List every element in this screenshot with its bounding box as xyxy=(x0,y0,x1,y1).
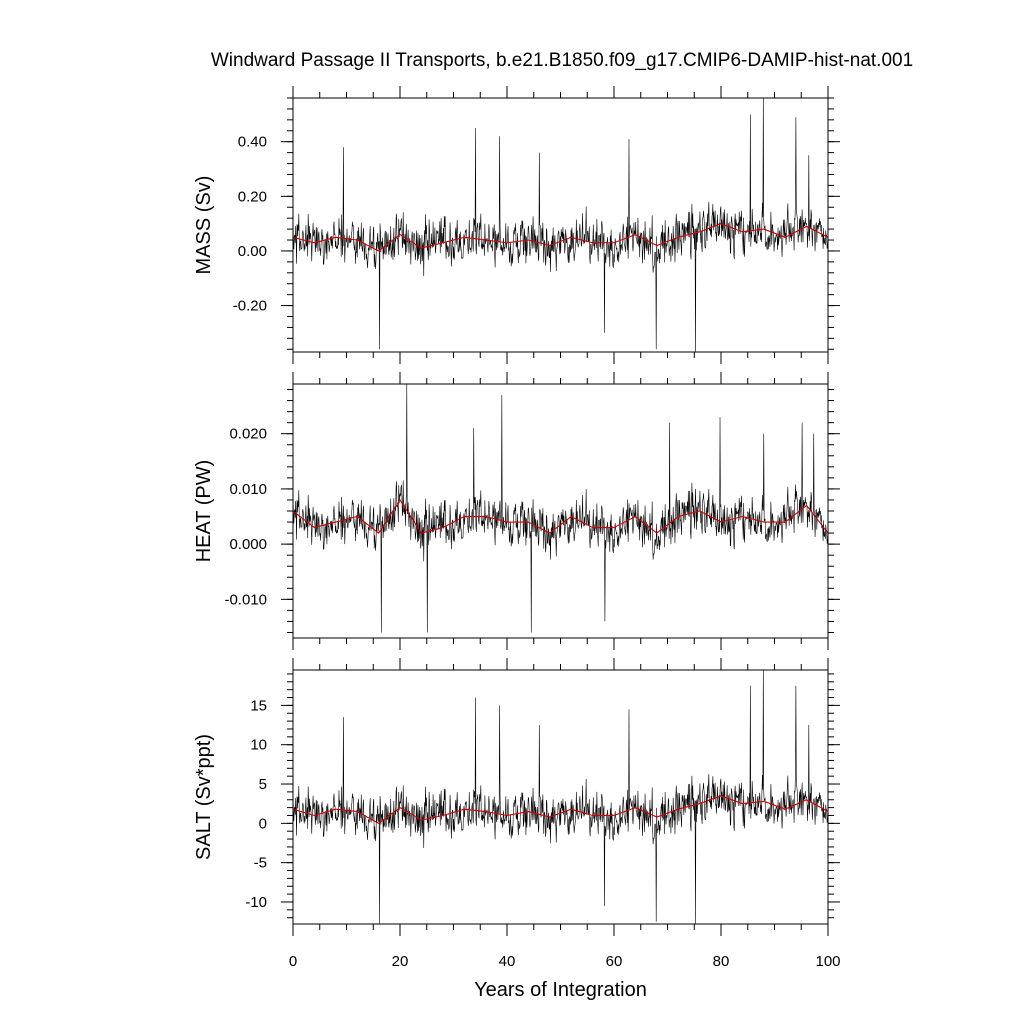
y-tick-label: 15 xyxy=(250,697,267,714)
x-axis-title: Years of Integration xyxy=(474,979,647,1001)
y-tick-label: 0.010 xyxy=(229,481,267,498)
series-raw-salt xyxy=(293,670,828,924)
x-tick-label: 0 xyxy=(289,953,297,970)
y-tick-label: -5 xyxy=(254,855,267,872)
series-raw-heat xyxy=(293,384,828,633)
x-tick-label: 60 xyxy=(606,953,623,970)
y-tick-label: 0.40 xyxy=(238,134,267,151)
y-tick-label: 5 xyxy=(259,776,267,793)
y-tick-label: 0.20 xyxy=(238,188,267,205)
panel-heat: -0.010 0.000 0.010 0.020 HEAT (PW) xyxy=(193,372,840,650)
y-tick-label: 0.00 xyxy=(238,243,267,260)
series-raw-mass xyxy=(293,98,828,352)
y-tick-label: -10 xyxy=(245,894,267,911)
x-tick-label: 100 xyxy=(815,953,840,970)
y-tick-label: 0 xyxy=(259,815,267,832)
y-tick-label: 0.020 xyxy=(229,426,267,443)
panel-salt: -10 -5 0 5 10 15 SALT (Sv*ppt) 0 20 40 60 80 100 Year… xyxy=(193,658,841,1001)
y-axis-title-salt: SALT (Sv*ppt) xyxy=(193,734,215,860)
x-tick-label: 80 xyxy=(713,953,730,970)
y-tick-label: -0.20 xyxy=(233,298,267,315)
series-annual-mean-salt xyxy=(293,795,828,824)
chart-title: Windward Passage II Transports, b.e21.B1… xyxy=(211,50,913,71)
y-axis-title-mass: MASS (Sv) xyxy=(193,176,215,275)
y-tick-label: -0.010 xyxy=(224,591,267,608)
y-tick-label: 0.000 xyxy=(229,536,267,553)
x-tick-label: 20 xyxy=(392,953,409,970)
y-tick-label: 10 xyxy=(250,737,267,754)
panels: -0.20 0.00 0.20 0.40 MASS (Sv) -0.010 0.000 0.0… xyxy=(193,86,841,1001)
series-annual-mean-mass xyxy=(293,223,828,252)
series-annual-mean-heat xyxy=(293,498,828,534)
x-tick-label: 40 xyxy=(499,953,516,970)
panel-mass: -0.20 0.00 0.20 0.40 MASS (Sv) xyxy=(193,86,840,364)
y-axis-title-heat: HEAT (PW) xyxy=(193,460,215,563)
